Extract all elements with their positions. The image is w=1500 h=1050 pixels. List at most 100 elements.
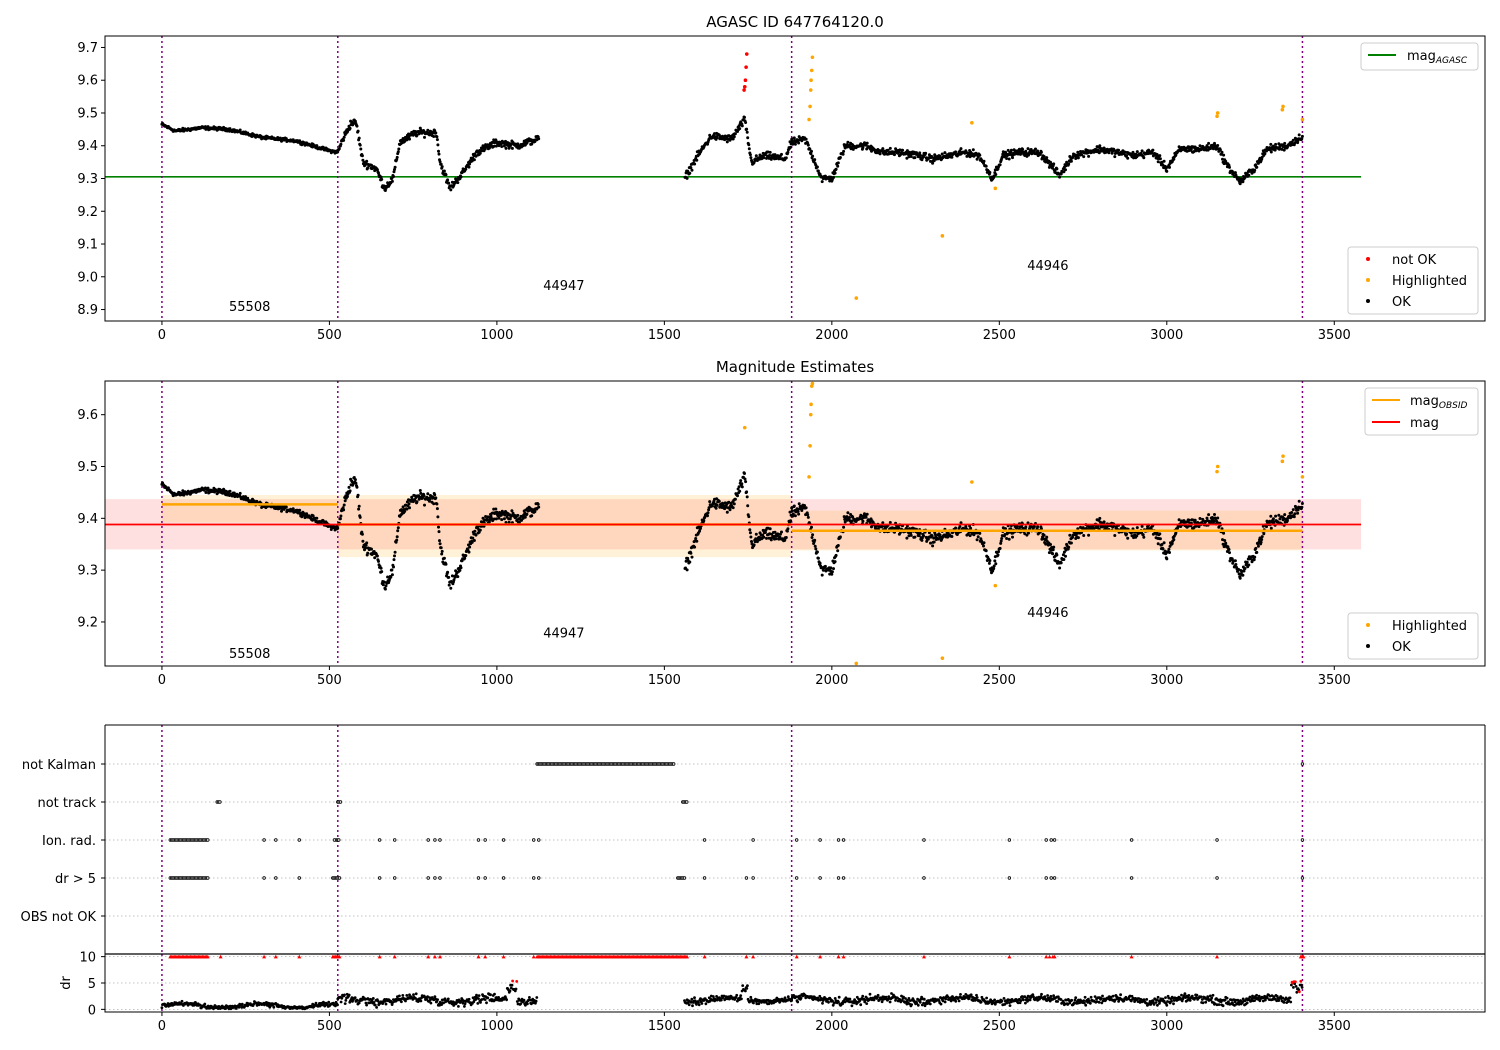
panel2-ok-point	[1212, 519, 1216, 523]
panel2-ok-point	[736, 487, 740, 491]
panel1-ok-point	[913, 156, 917, 160]
dr-point	[327, 1000, 331, 1004]
panel1-ok-point	[811, 154, 815, 158]
panel2-ok-point	[364, 543, 368, 547]
flag-marker	[794, 876, 799, 880]
panel2-x-tick-label: 1500	[648, 673, 681, 688]
panel2-ok-point	[975, 538, 979, 542]
panel1-y-tick-label: 9.4	[77, 139, 98, 154]
panel1-obsid-label: 44947	[543, 279, 584, 294]
panel2-ok-point	[347, 485, 351, 489]
panel2-ok-point	[354, 481, 358, 485]
panel2-ok-point	[736, 494, 739, 498]
panel1-ok-point	[382, 184, 386, 188]
panel2-x-tick-label: 500	[317, 673, 342, 688]
panel2-ok-point	[1260, 535, 1264, 539]
panel2-ok-point	[228, 489, 232, 493]
panel1-ok-point	[472, 158, 476, 162]
dr-point	[861, 994, 865, 998]
panel2-ok-point	[395, 538, 399, 542]
panel2-ok-point	[731, 506, 735, 510]
dr-point	[419, 999, 423, 1003]
panel2-ok-point	[909, 533, 913, 537]
panel2-ok-point	[958, 525, 962, 528]
panel1-ok-point	[768, 150, 772, 154]
panel2-ok-point	[748, 531, 752, 535]
panel2-ok-point	[897, 526, 901, 530]
panel2-ok-point	[774, 537, 778, 541]
flag-marker	[744, 876, 749, 880]
panel2-ok-point	[456, 575, 460, 579]
panel2-ok-point	[836, 544, 840, 547]
dr-point	[711, 995, 715, 998]
panel2-ok-point	[447, 575, 451, 579]
panel2-ok-point	[982, 544, 985, 548]
dr-point	[314, 1001, 318, 1005]
panel2-ok-point	[997, 550, 1000, 554]
panel1-ok-point	[1007, 157, 1011, 161]
dr-point	[749, 995, 753, 999]
panel1-ok-point	[1165, 169, 1169, 173]
panel2-ok-point	[1285, 519, 1289, 523]
panel2-ok-point	[1064, 554, 1067, 558]
panel2-ok-point	[1167, 547, 1171, 551]
panel1-ok-point	[725, 140, 729, 144]
panel1-ok-point	[924, 151, 928, 155]
panel2-ok-point	[508, 517, 512, 521]
panel2-ok-point	[440, 549, 444, 553]
dr-point	[739, 994, 743, 997]
dr-point	[833, 997, 837, 1000]
dr-point	[384, 1002, 388, 1006]
panel2-ok-point	[487, 520, 491, 524]
panel2-ok-point	[463, 556, 467, 560]
dr-point	[344, 999, 348, 1002]
dr-point	[837, 995, 841, 999]
panel1-ok-point	[838, 156, 842, 159]
panel2-ok-point	[1269, 514, 1273, 518]
dr-point	[798, 994, 802, 998]
panel1-ok-point	[440, 165, 444, 169]
panel2-ok-point	[381, 583, 385, 587]
panel2-ok-point	[846, 511, 850, 515]
panel2-ok-point	[467, 550, 471, 554]
flag-marker	[818, 876, 822, 880]
panel1-ok-point	[1238, 182, 1242, 186]
panel2-ok-point	[1253, 555, 1257, 559]
panel2-ok-point	[773, 530, 777, 534]
flag-marker	[1049, 876, 1053, 880]
panel2-ok-point	[453, 575, 457, 579]
dr-point	[865, 1002, 869, 1005]
panel1-ok-point	[359, 147, 363, 151]
dr-point	[160, 1006, 164, 1010]
dr-point	[347, 993, 351, 997]
panel1-ok-point	[1036, 149, 1040, 153]
panel2-ok-point	[1047, 551, 1051, 555]
panel1-ok-point	[339, 142, 343, 146]
panel2-highlighted-point	[1300, 475, 1305, 479]
panel2-ok-point	[797, 512, 801, 516]
panel1-ok-point	[1256, 161, 1260, 165]
panel1-ok-point	[1228, 165, 1231, 169]
panel2-ok-point	[244, 495, 247, 499]
panel1-ok-point	[353, 119, 357, 123]
panel2-ok-point	[1160, 543, 1164, 546]
dr-point	[477, 994, 481, 997]
panel1-ok-point	[392, 170, 396, 174]
panel2-ok-point	[859, 514, 863, 518]
panel2-ok-point	[1293, 512, 1297, 516]
flag-marker	[1044, 876, 1048, 880]
panel1-ok-point	[1011, 156, 1014, 160]
panel1-ok-point	[815, 165, 819, 169]
panel2-ok-point	[426, 492, 430, 496]
panel2-obsid-label: 44946	[1027, 606, 1068, 621]
panel1-ok-point	[984, 164, 988, 168]
panel1-ok-point	[1064, 168, 1067, 172]
panel2-ok-point	[865, 512, 869, 516]
panel2-ok-point	[1234, 563, 1238, 566]
panel2-ok-point	[1067, 545, 1071, 549]
dr-point	[429, 1001, 433, 1005]
flag-marker	[501, 838, 506, 842]
flag-marker	[1215, 876, 1219, 880]
panel1-ok-point	[810, 149, 813, 153]
panel2-ok-point	[1252, 558, 1256, 562]
